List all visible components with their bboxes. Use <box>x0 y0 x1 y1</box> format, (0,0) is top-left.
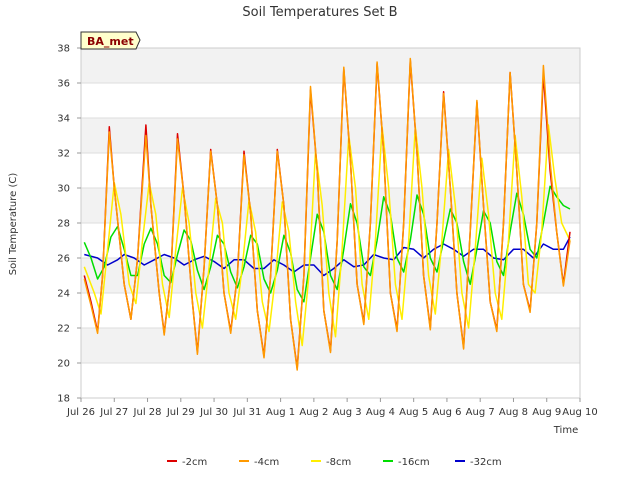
y-tick-label: 36 <box>57 79 70 90</box>
background-bands <box>81 48 580 363</box>
x-tick-label: Aug 1 <box>266 407 295 418</box>
series-line-minus-8cm <box>83 124 571 347</box>
series-lines <box>83 57 571 371</box>
grid-band <box>81 118 580 153</box>
y-tick-label: 28 <box>57 219 70 230</box>
x-tick-label: Aug 7 <box>466 407 495 418</box>
y-tick-label: 34 <box>57 114 70 125</box>
x-tick-label: Aug 6 <box>432 407 461 418</box>
y-axis-ticks: 18 20 22 24 26 28 30 32 34 36 38 <box>57 44 81 405</box>
y-tick-label: 20 <box>57 359 70 370</box>
y-tick-label: 30 <box>57 184 70 195</box>
site-badge: BA_met <box>80 31 141 50</box>
x-tick-label: Aug 2 <box>299 407 328 418</box>
y-tick-label: 18 <box>57 394 70 405</box>
x-tick-label: Aug 5 <box>399 407 428 418</box>
y-tick-label: 26 <box>57 254 70 265</box>
x-tick-label: Aug 8 <box>499 407 528 418</box>
x-tick-label: Aug 10 <box>562 407 597 418</box>
grid-band <box>81 188 580 223</box>
legend-label: -16cm <box>398 457 430 468</box>
legend-label: -8cm <box>326 457 351 468</box>
x-tick-label: Jul 29 <box>166 407 195 418</box>
x-tick-label: Jul 28 <box>133 407 162 418</box>
x-axis-ticks: Jul 26 Jul 27 Jul 28 Jul 29 Jul 30 Jul 31 Aug … <box>66 398 598 418</box>
series-line-minus-4cm <box>83 57 571 371</box>
x-tick-label: Jul 26 <box>66 407 95 418</box>
site-badge-box <box>80 31 141 50</box>
x-axis-label: Time <box>553 425 578 436</box>
chart-title: Soil Temperatures Set B <box>242 5 397 20</box>
y-tick-label: 32 <box>57 149 70 160</box>
y-tick-label: 24 <box>57 289 70 300</box>
y-tick-label: 38 <box>57 44 70 55</box>
y-axis-label: Soil Temperature (C) <box>8 173 19 276</box>
x-tick-label: Jul 30 <box>199 407 228 418</box>
grid-band <box>81 48 580 83</box>
x-tick-label: Aug 9 <box>532 407 561 418</box>
site-badge-label: BA_met <box>87 35 134 48</box>
x-tick-label: Jul 27 <box>99 407 128 418</box>
legend: -2cm -4cm -8cm -16cm -32cm <box>167 457 502 468</box>
y-tick-label: 22 <box>57 324 70 335</box>
x-tick-label: Jul 31 <box>232 407 261 418</box>
legend-label: -4cm <box>254 457 279 468</box>
x-tick-label: Aug 3 <box>333 407 362 418</box>
legend-label: -32cm <box>470 457 502 468</box>
legend-label: -2cm <box>182 457 207 468</box>
x-tick-label: Aug 4 <box>366 407 395 418</box>
